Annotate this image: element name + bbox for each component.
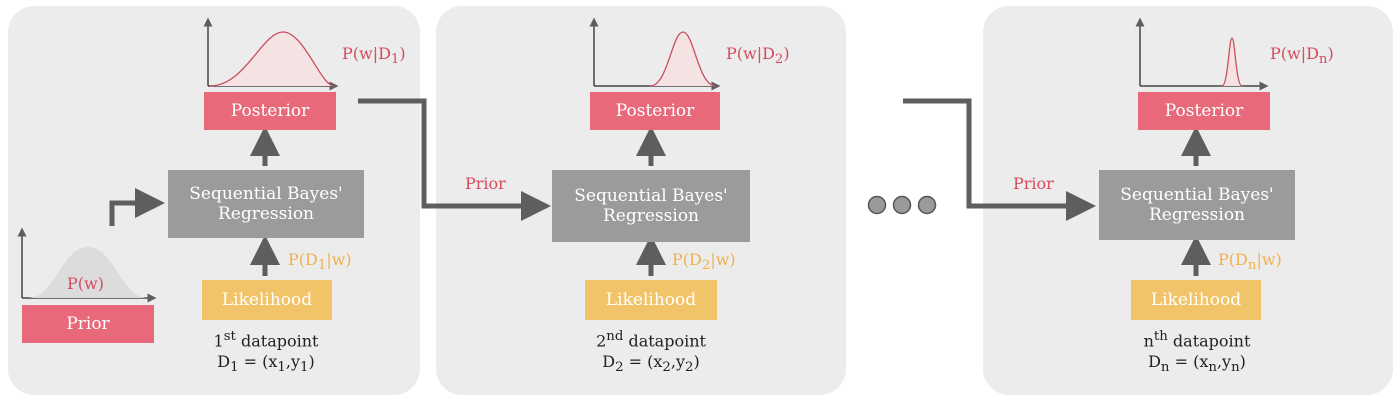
likelihood-box-n: Likelihood <box>1131 280 1261 320</box>
likelihood-box-1: Likelihood <box>202 280 332 320</box>
posterior-label-2: Posterior <box>615 100 695 121</box>
regression-line2-1: Regression <box>218 204 314 224</box>
likelihood-label-1: Likelihood <box>221 289 313 310</box>
posterior-box-2: Posterior <box>590 92 720 130</box>
regression-box-n: Sequential Bayes' Regression <box>1099 170 1295 240</box>
posterior-prev-to-regression-n-arrow <box>903 98 1096 221</box>
likelihood-dist-label-2: P(D2|w) <box>672 250 736 274</box>
likelihood-dist-label-1: P(D1|w) <box>288 250 352 274</box>
posterior-box-1: Posterior <box>204 92 336 130</box>
posterior-label-n: Posterior <box>1164 100 1244 121</box>
regression-line2-n: Regression <box>1149 205 1245 225</box>
posterior-plot-n <box>1135 17 1269 91</box>
likelihood-label-n: Likelihood <box>1150 289 1242 310</box>
datapoint-caption-n: nth datapoint Dn = (xn,yn) <box>1143 329 1251 376</box>
posterior-dist-label-n: P(w|Dn) <box>1270 44 1334 68</box>
posterior-dist-label-1: P(w|D1) <box>342 44 406 68</box>
posterior-plot-1 <box>203 17 339 91</box>
regression-line1-n: Sequential Bayes' <box>1120 184 1274 205</box>
posterior-label-1: Posterior <box>230 100 310 121</box>
posterior-dist-label-2: P(w|D2) <box>726 44 790 68</box>
prior-box-label: Prior <box>66 313 110 334</box>
posterior-box-n: Posterior <box>1138 92 1270 130</box>
posterior-plot-2 <box>589 17 721 91</box>
regression-line2-2: Regression <box>603 206 699 226</box>
regression-line1-1: Sequential Bayes' <box>189 183 343 204</box>
regression-box-1: Sequential Bayes' Regression <box>168 170 364 238</box>
regression-box-2: Sequential Bayes' Regression <box>552 170 750 242</box>
regression-line1-2: Sequential Bayes' <box>574 185 728 206</box>
datapoint-caption-1: 1st datapoint D1 = (x1,y1) <box>213 329 319 376</box>
prior-box: Prior <box>22 305 154 343</box>
ellipsis-dots <box>867 195 937 215</box>
connector-prior-label-2: Prior <box>1013 174 1054 193</box>
connector-prior-label-1: Prior <box>465 174 506 193</box>
likelihood-label-2: Likelihood <box>605 289 697 310</box>
likelihood-dist-label-n: P(Dn|w) <box>1218 250 1282 274</box>
prior-to-regression-arrow <box>109 188 165 226</box>
datapoint-caption-2: 2nd datapoint D2 = (x2,y2) <box>596 329 706 376</box>
prior-dist-label: P(w) <box>67 274 104 293</box>
posterior-1-to-regression-2-arrow <box>358 98 551 221</box>
likelihood-box-2: Likelihood <box>585 280 717 320</box>
prior-distribution-plot <box>17 227 157 303</box>
